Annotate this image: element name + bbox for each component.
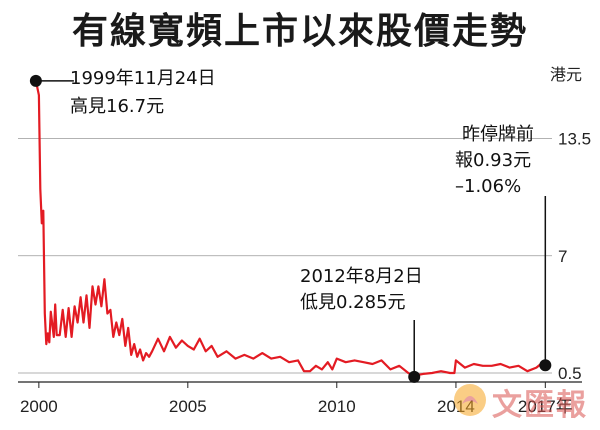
annotations: 1999年11月24日 高見16.7元 2012年8月2日 低見0.285元 昨… — [70, 68, 534, 313]
publisher-name: 文匯報 — [492, 388, 588, 423]
chart-title: 有線寬頻上市以來股價走勢 — [71, 11, 528, 52]
y-tick-label: 7 — [558, 247, 567, 266]
publisher-watermark: 文匯報 — [452, 378, 600, 424]
y-unit-label: 港元 — [550, 65, 582, 84]
high-annotation-date: 1999年11月24日 — [70, 68, 216, 89]
high-marker — [29, 74, 42, 87]
annotation-leaders — [35, 80, 547, 377]
x-tick-label: 2000 — [20, 397, 58, 416]
x-tick-label: 2010 — [318, 397, 356, 416]
y-tick-label: 13.5 — [558, 130, 591, 149]
suspend-marker — [539, 359, 552, 372]
x-tick-label: 2017年 — [518, 397, 573, 416]
y-tick-label: 0.5 — [558, 364, 582, 383]
price-line — [34, 80, 546, 377]
x-tick-label: 2005 — [169, 397, 207, 416]
suspend-annotation-change: –1.06% — [455, 176, 521, 197]
publisher-logo-icon — [454, 384, 486, 416]
annotation-markers — [29, 74, 552, 383]
y-tick-labels: 0.5 7 13.5 — [558, 130, 591, 383]
low-marker — [408, 370, 421, 383]
price-series — [34, 80, 546, 377]
grid-lines — [18, 138, 552, 374]
high-annotation-value: 高見16.7元 — [70, 96, 164, 117]
suspend-annotation-title: 昨停牌前 — [462, 124, 534, 145]
low-annotation-value: 低見0.285元 — [300, 292, 406, 313]
suspend-annotation-price: 報0.93元 — [455, 150, 531, 171]
low-annotation-date: 2012年8月2日 — [300, 266, 423, 287]
